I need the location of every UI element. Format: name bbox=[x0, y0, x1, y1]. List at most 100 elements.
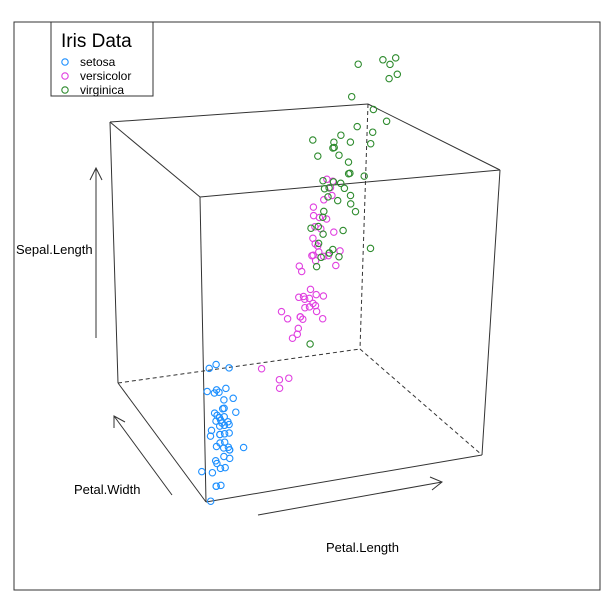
data-point-virginica bbox=[354, 60, 362, 68]
legend-marker-setosa bbox=[61, 58, 69, 66]
data-point-virginica bbox=[368, 128, 377, 136]
data-point-versicolor bbox=[309, 211, 318, 220]
data-point-setosa bbox=[221, 463, 229, 472]
data-point-setosa bbox=[210, 389, 219, 397]
legend-marker-virginica bbox=[61, 86, 69, 94]
data-point-virginica bbox=[353, 122, 361, 131]
data-point-virginica bbox=[306, 340, 314, 348]
data-point-virginica bbox=[319, 176, 327, 185]
data-point-setosa bbox=[212, 442, 221, 451]
legend-entry-virginica: virginica bbox=[61, 83, 124, 97]
legend-entry-versicolor: versicolor bbox=[61, 69, 131, 83]
data-point-versicolor bbox=[312, 290, 320, 299]
data-point-setosa bbox=[212, 482, 220, 490]
data-point-setosa bbox=[220, 430, 229, 438]
data-point-setosa bbox=[203, 387, 211, 396]
data-point-setosa bbox=[232, 408, 240, 416]
data-point-setosa bbox=[210, 409, 219, 417]
data-point-setosa bbox=[217, 481, 225, 490]
data-point-versicolor bbox=[319, 292, 328, 300]
data-point-versicolor bbox=[309, 299, 317, 308]
box-edge bbox=[109, 121, 201, 198]
data-point-versicolor bbox=[300, 295, 309, 303]
data-point-setosa bbox=[206, 497, 215, 505]
data-point-setosa bbox=[239, 443, 248, 452]
data-point-virginica bbox=[320, 184, 329, 193]
box-edge bbox=[117, 382, 207, 503]
data-point-virginica bbox=[314, 222, 323, 231]
data-point-versicolor bbox=[330, 228, 338, 236]
data-point-setosa bbox=[225, 454, 234, 463]
data-point-versicolor bbox=[332, 261, 340, 270]
data-point-setosa bbox=[215, 388, 223, 396]
data-point-setosa bbox=[198, 467, 206, 476]
box-edge-hidden bbox=[117, 348, 361, 384]
data-point-setosa bbox=[208, 468, 217, 477]
data-point-versicolor bbox=[299, 315, 307, 323]
data-point-versicolor bbox=[288, 334, 297, 342]
data-point-virginica bbox=[320, 207, 328, 216]
z-axis-arrow bbox=[89, 166, 103, 338]
data-point-setosa bbox=[216, 430, 224, 439]
data-point-setosa bbox=[222, 384, 230, 393]
data-point-virginica bbox=[344, 158, 353, 166]
data-point-versicolor bbox=[309, 251, 317, 259]
data-point-virginica bbox=[329, 245, 337, 254]
data-point-setosa bbox=[225, 429, 233, 437]
data-point-virginica bbox=[319, 230, 327, 238]
legend-box bbox=[50, 21, 154, 97]
data-point-versicolor bbox=[275, 384, 284, 392]
legend-entry-setosa: setosa bbox=[61, 55, 116, 69]
data-point-virginica bbox=[336, 179, 345, 188]
data-point-virginica bbox=[386, 60, 394, 69]
data-point-setosa bbox=[213, 411, 221, 420]
data-point-virginica bbox=[346, 169, 354, 177]
data-point-virginica bbox=[385, 74, 393, 83]
data-point-setosa bbox=[207, 426, 216, 435]
data-point-setosa bbox=[220, 396, 228, 404]
x-axis-arrow bbox=[257, 476, 443, 516]
data-point-setosa bbox=[229, 394, 237, 403]
data-point-setosa bbox=[206, 432, 215, 440]
data-point-virginica bbox=[333, 196, 342, 205]
legend-title: Iris Data bbox=[61, 31, 132, 52]
data-point-virginica bbox=[314, 239, 323, 248]
data-point-setosa bbox=[220, 413, 228, 421]
y-axis-label: Petal.Width bbox=[74, 482, 140, 497]
z-axis-label: Sepal.Length bbox=[16, 242, 93, 257]
data-point-virginica bbox=[346, 191, 355, 200]
data-point-versicolor bbox=[309, 234, 317, 243]
data-point-versicolor bbox=[312, 307, 321, 316]
data-point-setosa bbox=[213, 459, 221, 468]
data-point-versicolor bbox=[318, 314, 327, 323]
data-point-setosa bbox=[216, 464, 225, 473]
data-point-virginica bbox=[340, 184, 349, 193]
data-point-virginica bbox=[347, 92, 356, 101]
data-point-versicolor bbox=[329, 177, 337, 185]
box-edge bbox=[199, 196, 207, 503]
box-edge bbox=[199, 169, 501, 198]
data-point-versicolor bbox=[257, 364, 266, 373]
data-point-virginica bbox=[335, 151, 343, 159]
box-hidden bbox=[117, 103, 483, 456]
legend-label-virginica: virginica bbox=[80, 83, 124, 97]
box-edge-hidden bbox=[359, 103, 369, 350]
data-point-virginica bbox=[366, 244, 375, 253]
box-edge bbox=[367, 103, 501, 171]
data-point-setosa bbox=[219, 444, 228, 452]
box-back bbox=[109, 103, 369, 384]
box-edge bbox=[481, 169, 501, 456]
data-point-versicolor bbox=[301, 303, 309, 312]
data-point-versicolor bbox=[277, 307, 286, 316]
data-point-versicolor bbox=[328, 191, 336, 200]
data-point-virginica bbox=[379, 56, 387, 64]
data-point-versicolor bbox=[306, 285, 315, 294]
data-point-virginica bbox=[393, 70, 402, 79]
data-point-versicolor bbox=[305, 294, 314, 303]
data-point-virginica bbox=[325, 184, 333, 192]
data-point-versicolor bbox=[322, 215, 331, 223]
data-point-setosa bbox=[212, 360, 220, 369]
data-point-versicolor bbox=[275, 375, 284, 384]
data-point-virginica bbox=[382, 117, 391, 126]
data-point-virginica bbox=[369, 105, 378, 114]
